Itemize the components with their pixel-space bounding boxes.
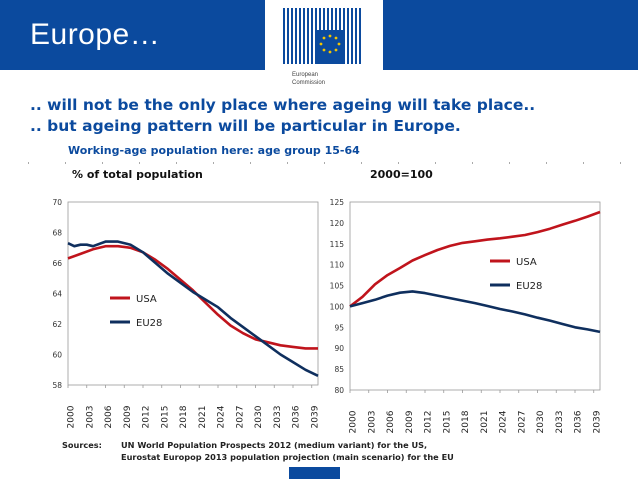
- sources-label: Sources:: [62, 440, 102, 450]
- headline-line-2: .. but ageing pattern will be particular…: [30, 117, 461, 135]
- legend-label-eu28: EU28: [516, 281, 542, 292]
- series-line-eu28: [67, 240, 319, 377]
- x-tick-label: 2027: [235, 406, 245, 429]
- y-tick-label: 105: [330, 282, 345, 291]
- x-tick-label: 2024: [499, 410, 509, 433]
- chart1-title: % of total population: [72, 168, 203, 181]
- legend-label-eu28: EU28: [136, 318, 162, 329]
- y-tick-label: 100: [330, 302, 345, 311]
- plot-frame: [349, 201, 601, 391]
- logo-text-european: European: [292, 72, 319, 78]
- y-tick-label: 70: [52, 198, 62, 207]
- legend-label-usa: USA: [516, 257, 537, 268]
- y-tick-label: 58: [52, 381, 62, 390]
- y-tick-label: 68: [52, 229, 62, 238]
- slide-title: Europe…: [30, 18, 161, 51]
- x-tick-label: 2030: [254, 405, 264, 428]
- x-tick-label: 2030: [536, 410, 546, 433]
- y-tick-label: 120: [330, 219, 345, 228]
- y-tick-label: 115: [330, 240, 345, 249]
- x-tick-label: 2015: [442, 411, 452, 434]
- x-tick-label: 2033: [555, 411, 565, 434]
- logo-text-commission: Commission: [292, 80, 326, 86]
- x-tick-label: 2036: [574, 410, 584, 433]
- series-line-usa: [67, 244, 318, 350]
- x-tick-label: 2039: [592, 410, 602, 433]
- x-tick-label: 2009: [123, 405, 133, 428]
- y-tick-label: 62: [52, 320, 62, 329]
- y-tick-label: 60: [52, 351, 62, 360]
- headline-line-1: .. will not be the only place where agei…: [30, 96, 536, 114]
- y-tick-label: 85: [334, 365, 344, 374]
- x-tick-label: 2000: [349, 410, 359, 433]
- x-tick-label: 2006: [386, 410, 396, 433]
- x-tick-label: 2012: [142, 406, 152, 429]
- x-tick-label: 2024: [217, 405, 227, 428]
- plot-frame: [67, 201, 319, 386]
- x-tick-label: 2021: [480, 411, 490, 434]
- x-tick-label: 2027: [517, 411, 527, 434]
- logo-emblem: [283, 8, 361, 64]
- y-tick-label: 66: [52, 259, 62, 268]
- european-commission-logo: European Commission: [265, 0, 383, 92]
- y-tick-label: 125: [330, 198, 345, 207]
- y-tick-label: 95: [334, 323, 344, 332]
- series-line-usa: [349, 210, 601, 308]
- legend-label-usa: USA: [136, 294, 157, 305]
- x-tick-label: 2036: [292, 405, 302, 428]
- x-tick-label: 2021: [198, 406, 208, 429]
- chart1: 58 60 62 64 66 68 70 2000 2003 2006 2009 2012 2015 20…: [52, 198, 320, 428]
- x-tick-label: 2006: [104, 405, 114, 428]
- x-tick-label: 2003: [367, 411, 377, 434]
- x-tick-label: 2012: [424, 411, 434, 434]
- x-tick-label: 2003: [85, 406, 95, 429]
- footer-block: [289, 467, 340, 479]
- y-tick-label: 64: [52, 290, 62, 299]
- source-line-2: Eurostat Europop 2013 population project…: [121, 452, 454, 462]
- y-tick-label: 110: [330, 261, 345, 270]
- x-tick-label: 2039: [310, 405, 320, 428]
- y-tick-label: 80: [334, 386, 344, 395]
- x-tick-label: 2018: [461, 410, 471, 433]
- chart2-title: 2000=100: [370, 168, 433, 181]
- x-tick-label: 2015: [160, 406, 170, 429]
- source-line-1: UN World Population Prospects 2012 (medi…: [121, 440, 428, 450]
- x-tick-label: 2018: [179, 405, 189, 428]
- x-tick-label: 2009: [405, 410, 415, 433]
- series-line-eu28: [349, 290, 601, 334]
- y-tick-label: 90: [334, 344, 344, 353]
- x-tick-label: 2000: [67, 405, 77, 428]
- chart2: 80 85 90 95 100 105 110 115 120 125 2000 2003 2006 20…: [330, 198, 603, 433]
- x-tick-label: 2033: [273, 406, 283, 429]
- subtitle: Working-age population here: age group 1…: [68, 144, 360, 157]
